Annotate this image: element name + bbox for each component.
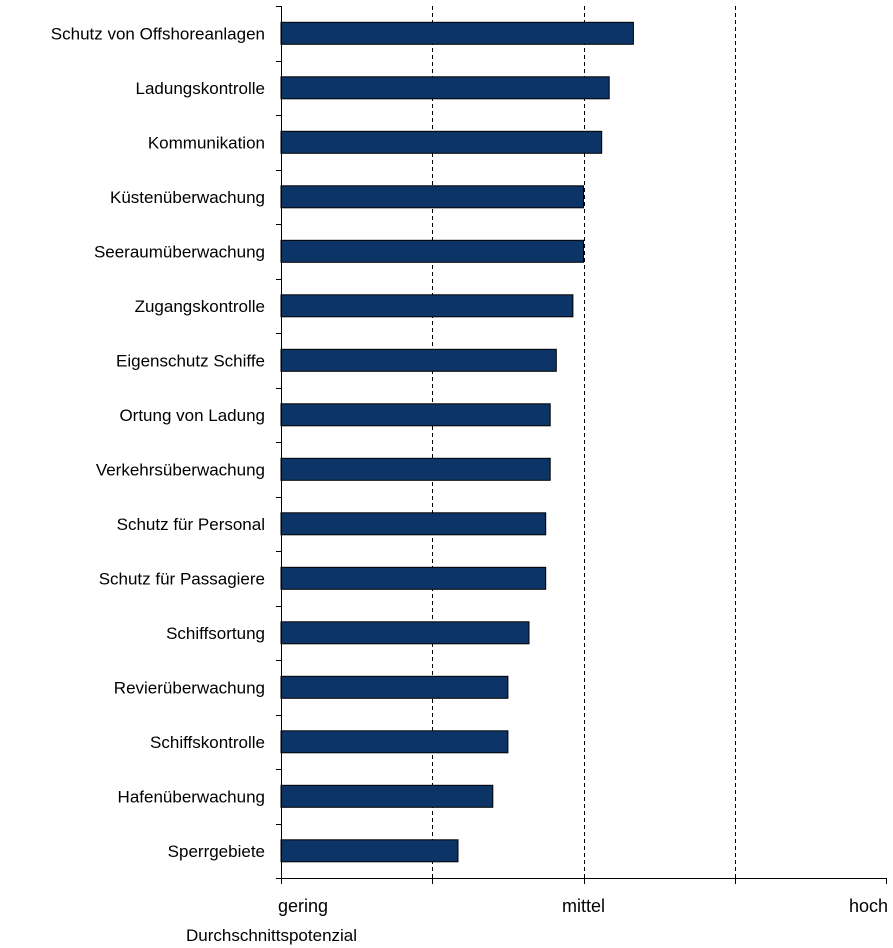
x-tick-label-1: mittel — [562, 896, 605, 916]
category-label-14: Hafenüberwachung — [118, 787, 265, 806]
category-label-9: Schutz für Personal — [117, 515, 265, 534]
category-label-15: Sperrgebiete — [168, 842, 265, 861]
bar-0 — [280, 21, 634, 45]
bar-5 — [280, 294, 574, 318]
category-label-3: Küstenüberwachung — [110, 188, 265, 207]
category-label-2: Kommunikation — [148, 133, 265, 152]
category-label-5: Zugangskontrolle — [135, 297, 265, 316]
bar-15 — [280, 839, 459, 863]
category-labels: Schutz von Offshoreanlagen Ladungskontrol… — [51, 24, 265, 861]
category-label-13: Schiffskontrolle — [150, 733, 265, 752]
bars — [280, 21, 634, 863]
category-label-8: Verkehrsüberwachung — [96, 460, 265, 479]
category-label-1: Ladungskontrolle — [136, 79, 265, 98]
category-label-11: Schiffsortung — [166, 624, 265, 643]
category-label-10: Schutz für Passagiere — [99, 569, 265, 588]
bar-12 — [280, 675, 509, 699]
bar-2 — [280, 130, 603, 154]
bar-6 — [280, 348, 557, 372]
gridlines — [432, 6, 736, 878]
category-label-6: Eigenschutz Schiffe — [116, 351, 265, 370]
x-tick-label-0: gering — [278, 896, 328, 916]
category-label-12: Revierüberwachung — [114, 678, 265, 697]
category-label-7: Ortung von Ladung — [119, 406, 265, 425]
bar-11 — [280, 621, 530, 645]
bar-10 — [280, 566, 547, 590]
bar-13 — [280, 730, 509, 754]
bar-1 — [280, 76, 610, 100]
bar-4 — [280, 239, 584, 263]
axes — [276, 6, 887, 884]
x-tick-label-2: hoch — [849, 896, 888, 916]
bar-7 — [280, 403, 551, 427]
bar-8 — [280, 457, 551, 481]
bar-3 — [280, 185, 584, 209]
category-label-0: Schutz von Offshoreanlagen — [51, 24, 265, 43]
tick-labels: gering mittel hoch — [278, 896, 888, 916]
category-label-4: Seeraumüberwachung — [94, 242, 265, 261]
bar-14 — [280, 784, 494, 808]
x-axis-title: Durchschnittspotenzial — [186, 926, 357, 945]
bar-9 — [280, 512, 547, 536]
